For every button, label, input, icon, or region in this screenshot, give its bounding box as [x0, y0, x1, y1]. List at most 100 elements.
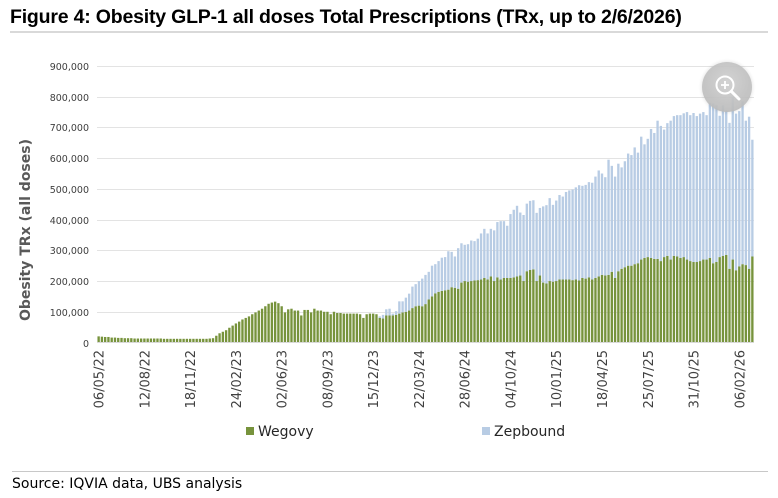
bar-wegovy	[659, 261, 663, 343]
x-tick-label: 12/08/22	[138, 350, 153, 408]
legend-swatch-wegovy	[246, 427, 254, 435]
bar-zepbound	[610, 165, 613, 272]
bar-zepbound	[636, 152, 640, 264]
bar-wegovy	[185, 338, 189, 343]
bar-wegovy	[273, 301, 277, 343]
bar-wegovy	[103, 336, 107, 343]
bar-zepbound	[682, 113, 685, 258]
bar-zepbound	[404, 297, 408, 312]
bar-wegovy	[401, 312, 404, 343]
bar-zepbound	[443, 257, 447, 291]
bar-zepbound	[555, 200, 558, 282]
bar-wegovy	[365, 314, 368, 343]
bar-zepbound	[522, 215, 525, 282]
bar-wegovy	[640, 259, 643, 343]
bar-wegovy	[662, 257, 666, 343]
bar-wegovy	[607, 274, 610, 343]
bar-zepbound	[492, 230, 496, 282]
bar-zepbound	[711, 103, 715, 264]
bar-wegovy	[303, 309, 306, 343]
bar-zepbound	[515, 205, 519, 277]
bar-wegovy	[358, 314, 362, 343]
bar-wegovy	[479, 279, 483, 343]
bar-wegovy	[290, 308, 293, 343]
bar-zepbound	[421, 278, 424, 307]
bar-wegovy	[623, 267, 627, 343]
bar-wegovy	[626, 265, 630, 343]
x-tick-label: 02/06/23	[276, 350, 291, 408]
bar-wegovy	[653, 258, 656, 343]
bar-wegovy	[309, 312, 313, 343]
bar-wegovy	[228, 327, 231, 343]
bar-zepbound	[584, 184, 587, 279]
bar-wegovy	[411, 308, 414, 343]
bar-wegovy	[492, 281, 496, 343]
bar-wegovy	[283, 312, 287, 343]
bar-zepbound	[594, 176, 597, 278]
bar-zepbound	[695, 116, 698, 263]
bar-zepbound	[607, 159, 610, 275]
bar-wegovy	[610, 271, 613, 343]
bar-zepbound	[630, 155, 633, 266]
bar-wegovy	[329, 314, 332, 343]
bar-zepbound	[564, 191, 568, 280]
bar-wegovy	[368, 313, 372, 343]
bar-wegovy	[430, 296, 434, 343]
bar-zepbound	[391, 313, 394, 316]
bar-wegovy	[584, 278, 587, 343]
bar-zepbound	[434, 264, 437, 294]
bar-wegovy	[558, 279, 561, 343]
bar-zepbound	[600, 173, 604, 275]
bar-wegovy	[711, 263, 715, 343]
bar-wegovy	[568, 279, 571, 343]
x-tick-label: 18/04/25	[596, 350, 611, 408]
bar-wegovy	[169, 338, 172, 343]
bar-wegovy	[175, 338, 179, 343]
stacked-bar-chart: 0 100,000 200,000 300,000 400,000 500,000 600,…	[18, 62, 754, 440]
bar-wegovy	[143, 338, 146, 343]
y-tick-label: 900,000	[50, 62, 89, 73]
bar-wegovy	[162, 338, 166, 343]
bar-wegovy	[195, 338, 198, 343]
bar-zepbound	[535, 212, 538, 282]
bar-wegovy	[287, 309, 290, 343]
bar-zepbound	[424, 274, 427, 305]
bar-zepbound	[548, 198, 551, 282]
y-tick-label: 100,000	[50, 308, 89, 319]
zoom-in-button[interactable]	[702, 62, 752, 112]
bar-wegovy	[362, 317, 365, 343]
bar-wegovy	[257, 310, 260, 343]
bar-wegovy	[473, 280, 476, 343]
bar-wegovy	[489, 276, 493, 343]
bar-zepbound	[401, 301, 404, 313]
bar-wegovy	[532, 269, 535, 343]
bar-wegovy	[133, 338, 136, 343]
bar-wegovy	[188, 338, 192, 343]
bar-wegovy	[394, 314, 398, 343]
legend-label-zepbound: Zepbound	[494, 424, 565, 440]
bar-wegovy	[708, 258, 712, 343]
bar-wegovy	[398, 313, 401, 343]
bar-wegovy	[502, 277, 506, 343]
bar-wegovy	[636, 263, 640, 343]
bar-wegovy	[692, 262, 695, 343]
bar-zepbound	[646, 138, 649, 258]
bar-wegovy	[385, 315, 388, 343]
bar-zepbound	[499, 221, 502, 280]
bar-wegovy	[666, 255, 669, 343]
bar-wegovy	[620, 268, 623, 343]
bar-wegovy	[747, 268, 751, 343]
bar-wegovy	[528, 270, 532, 343]
x-tick-label: 06/05/22	[93, 350, 108, 408]
source-divider	[12, 471, 768, 472]
bar-wegovy	[224, 330, 228, 343]
bar-wegovy	[319, 310, 323, 343]
bar-wegovy	[643, 258, 646, 343]
bar-wegovy	[483, 277, 486, 343]
bar-wegovy	[130, 338, 133, 343]
bar-zepbound	[597, 170, 600, 277]
zoom-in-icon	[715, 75, 741, 101]
y-tick-label: 400,000	[50, 216, 89, 227]
bar-zepbound	[728, 122, 731, 269]
bar-wegovy	[463, 281, 466, 343]
